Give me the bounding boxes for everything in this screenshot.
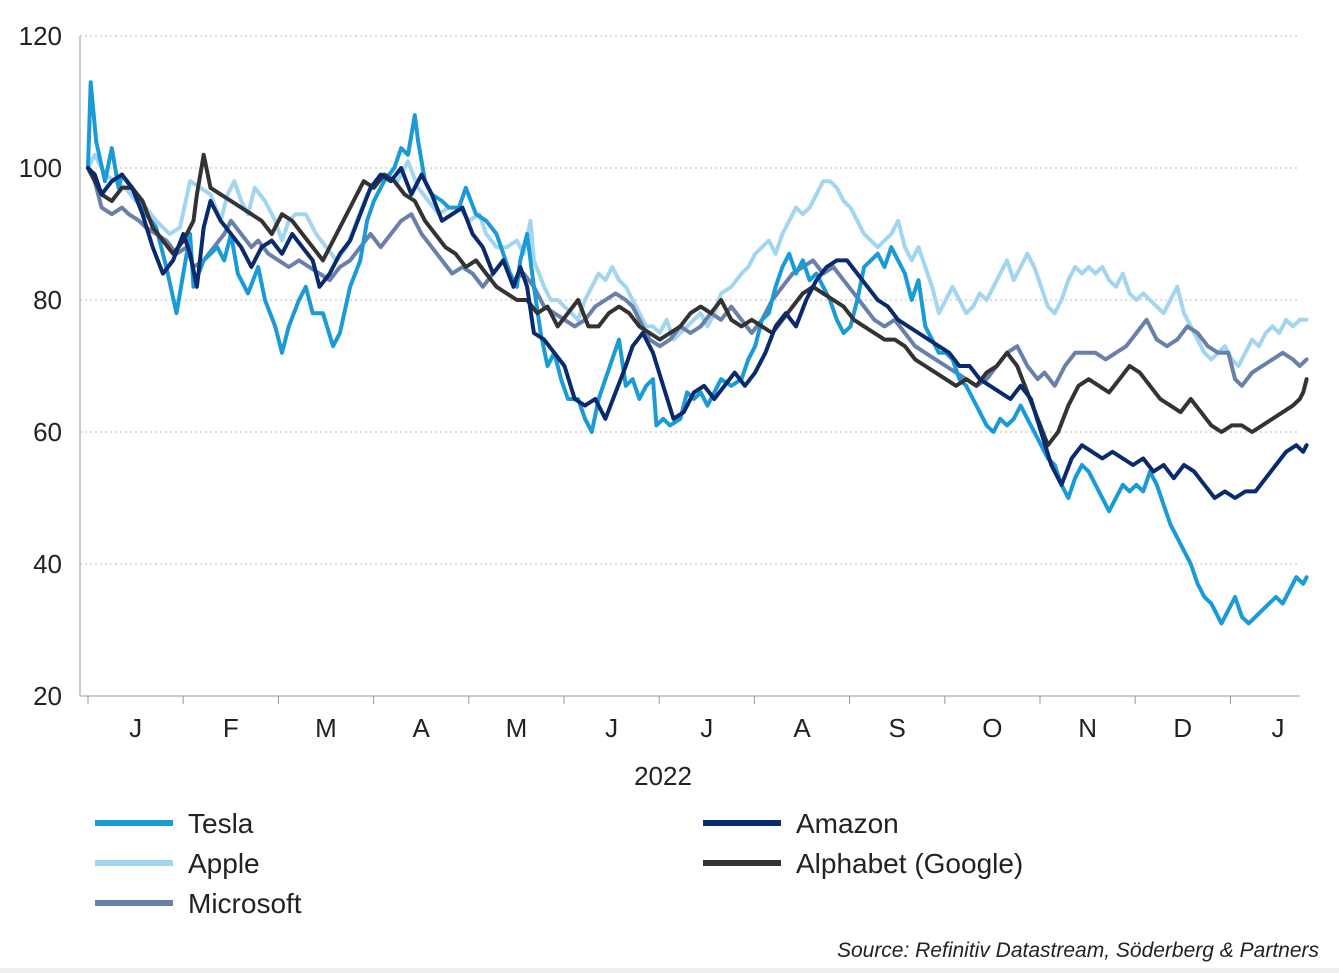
x-tick-label: A xyxy=(793,713,811,743)
bottom-strip xyxy=(0,968,1339,973)
x-tick-label: D xyxy=(1173,713,1192,743)
series-line-apple xyxy=(86,152,1309,368)
y-tick-label: 80 xyxy=(33,285,62,315)
series-line-tesla xyxy=(86,80,1309,626)
x-tick-label: J xyxy=(700,713,713,743)
y-tick-labels: 20 40 60 80 100 120 xyxy=(19,21,62,711)
y-tick-label: 20 xyxy=(33,681,62,711)
x-tick-label: F xyxy=(223,713,239,743)
x-tick-label: N xyxy=(1078,713,1097,743)
legend-label-apple: Apple xyxy=(188,848,260,879)
legend-label-tesla: Tesla xyxy=(188,808,254,839)
x-tick-label: J xyxy=(1272,713,1285,743)
y-tick-label: 40 xyxy=(33,549,62,579)
series-line-amazon xyxy=(86,166,1309,500)
x-tick-label: O xyxy=(982,713,1002,743)
y-tick-label: 120 xyxy=(19,21,62,51)
series-line-microsoft xyxy=(86,166,1309,388)
legend: Tesla Apple Microsoft Amazon Alphabet (Googl… xyxy=(95,808,1023,919)
axes xyxy=(79,36,1300,697)
legend-label-amazon: Amazon xyxy=(796,808,899,839)
series-line-alphabet-google xyxy=(86,152,1309,448)
y-tick-label: 60 xyxy=(33,417,62,447)
x-tick-label: A xyxy=(413,713,431,743)
x-tick-label: S xyxy=(889,713,906,743)
x-tick-label: J xyxy=(129,713,142,743)
source-note: Source: Refinitiv Datastream, Söderberg … xyxy=(836,939,1319,962)
series-lines xyxy=(86,80,1309,626)
legend-label-alphabet-google: Alphabet (Google) xyxy=(796,848,1023,879)
y-tick-label: 100 xyxy=(19,153,62,183)
x-tick-label: M xyxy=(506,713,528,743)
x-axis-label: 2022 xyxy=(634,761,692,791)
legend-label-microsoft: Microsoft xyxy=(188,888,302,919)
gridlines xyxy=(80,35,1300,565)
x-tick-label: J xyxy=(605,713,618,743)
x-tick-label: M xyxy=(315,713,337,743)
